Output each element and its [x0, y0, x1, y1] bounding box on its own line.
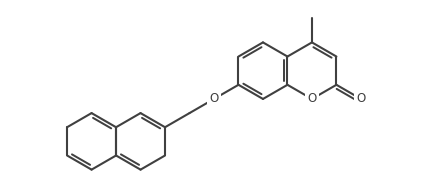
Text: O: O: [307, 92, 317, 105]
Text: O: O: [356, 92, 366, 105]
Text: O: O: [209, 92, 219, 105]
